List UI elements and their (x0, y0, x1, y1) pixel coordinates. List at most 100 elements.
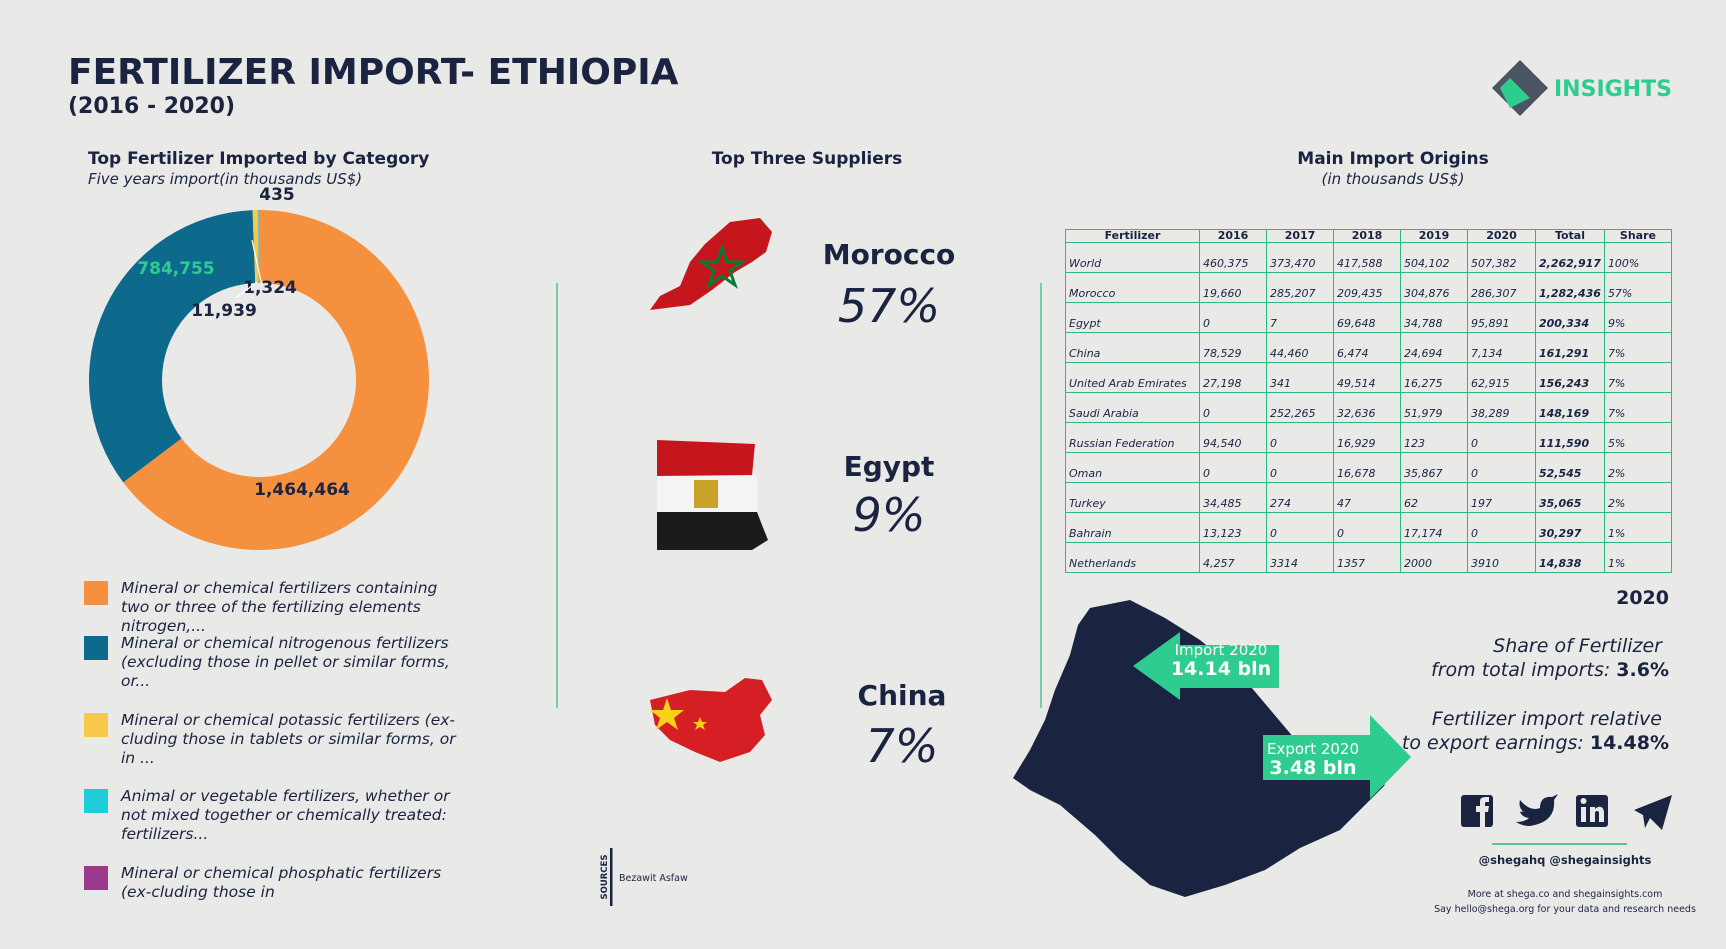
table-cell: 2000 (1400, 542, 1468, 573)
table-body: World 460,375 373,470 417,588 504,102 507,382… (1065, 242, 1672, 573)
table-cell: 341 (1266, 362, 1334, 393)
table-cell: 78,529 (1199, 332, 1267, 363)
year: 2020 (1616, 587, 1669, 609)
table-cell: 197 (1467, 482, 1536, 513)
sources-label: SOURCES (600, 855, 610, 900)
header-cell: 2016 (1199, 229, 1267, 243)
footer-more: More at shega.co and shegainsights.com (1468, 889, 1663, 900)
table-cell: China (1065, 332, 1200, 363)
origins-title: Main Import Origins (1297, 149, 1488, 169)
social-handles: @shegahq @shegainsights (1479, 853, 1652, 867)
donut-segment (258, 210, 259, 284)
table-cell: 5% (1603, 422, 1672, 453)
donut: 1,464,464 784,755 11,939 1,324 435 (88, 185, 429, 550)
footer-hello: Say hello@shega.org for your data and re… (1434, 904, 1696, 915)
export-value: 3.48 bln (1269, 757, 1356, 779)
header-cell: Fertilizer (1065, 229, 1200, 243)
table-cell: Bahrain (1065, 512, 1200, 543)
legend-swatch (84, 581, 108, 605)
supplier-share: 57% (838, 279, 940, 333)
table-cell: 0 (1199, 392, 1267, 423)
table-cell: 38,289 (1467, 392, 1536, 423)
table-cell: 123 (1400, 422, 1468, 453)
table-cell: 0 (1266, 422, 1334, 453)
table-cell: 1357 (1333, 542, 1401, 573)
table-cell: 47 (1333, 482, 1401, 513)
table-cell: 286,307 (1467, 272, 1536, 303)
table-cell: 3314 (1266, 542, 1334, 573)
share-text: from total imports: (1431, 659, 1610, 681)
table-cell: 100% (1603, 242, 1672, 273)
donut-title: Top Fertilizer Imported by Category (88, 149, 429, 169)
table-cell: 4,257 (1199, 542, 1267, 573)
table-cell: United Arab Emirates (1065, 362, 1200, 393)
table-cell: Egypt (1065, 302, 1200, 333)
header-cell: Total (1535, 229, 1605, 243)
table-cell: 95,891 (1467, 302, 1536, 333)
table-cell: 7% (1603, 332, 1672, 363)
header-cell: 2018 (1333, 229, 1401, 243)
table-cell: 0 (1467, 452, 1536, 483)
flag-egypt (657, 440, 768, 550)
header-cell: 2019 (1400, 229, 1468, 243)
data-label: 1,324 (243, 278, 297, 298)
suppliers-title: Top Three Suppliers (712, 149, 903, 169)
logo-mark (1492, 60, 1548, 116)
table-cell: 504,102 (1400, 242, 1468, 273)
table-cell: 252,265 (1266, 392, 1334, 423)
table-cell: 417,588 (1333, 242, 1401, 273)
table-row: China 78,529 44,460 6,474 24,694 7,134 161,291… (1065, 332, 1672, 363)
table-cell: World (1065, 242, 1200, 273)
supplier-name: China (858, 679, 947, 712)
table-cell: 24,694 (1400, 332, 1468, 363)
table-row: Oman 0 0 16,678 35,867 0 52,545 2% (1065, 452, 1672, 483)
table-cell: 51,979 (1400, 392, 1468, 423)
import-label: Import 2020 (1175, 641, 1268, 659)
table-cell: 13,123 (1199, 512, 1267, 543)
ratio-text: to export earnings: (1402, 732, 1584, 754)
import-value: 14.14 bln (1171, 658, 1271, 680)
legend-swatch (84, 866, 108, 890)
legend-text: Animal or vegetable fertilizers, whether… (121, 787, 450, 843)
table-cell: 0 (1467, 422, 1536, 453)
table-cell: 373,470 (1266, 242, 1334, 273)
header-cell: Share (1603, 229, 1672, 243)
table-cell: 16,929 (1333, 422, 1401, 453)
table-cell: 17,174 (1400, 512, 1468, 543)
table-cell: Russian Federation (1065, 422, 1200, 453)
supplier-name: Morocco (823, 238, 956, 271)
leader-line (251, 239, 263, 287)
table-row: Russian Federation 94,540 0 16,929 123 0 111,5… (1065, 422, 1672, 453)
table-cell: 7% (1603, 362, 1672, 393)
table-cell: Netherlands (1065, 542, 1200, 573)
table-cell: 2% (1603, 452, 1672, 483)
share-line: Share of Fertilizer (1493, 635, 1663, 657)
table-cell: 200,334 (1535, 302, 1605, 333)
telegram-icon[interactable] (1634, 795, 1672, 830)
table-row: Morocco 19,660 285,207 209,435 304,876 286,30… (1065, 272, 1672, 303)
legend-text: Mineral or chemical nitrogenous fertiliz… (121, 634, 450, 690)
export-arrow (1263, 715, 1411, 799)
ratio-value: 14.48% (1590, 732, 1669, 754)
social-icons (1461, 794, 1672, 830)
flag-china (650, 678, 772, 762)
leader-line (235, 281, 258, 299)
export-label: Export 2020 (1267, 740, 1359, 758)
table-cell: 209,435 (1333, 272, 1401, 303)
table-row: Saudi Arabia 0 252,265 32,636 51,979 38,289 14… (1065, 392, 1672, 423)
sources-bar (610, 848, 613, 906)
data-label: 435 (259, 185, 295, 205)
table-cell: 274 (1266, 482, 1334, 513)
table-cell: 0 (1199, 452, 1267, 483)
ratio-line: Fertilizer import relative (1432, 708, 1662, 730)
share-line: from total imports: 3.6% (1431, 659, 1669, 681)
table-cell: Saudi Arabia (1065, 392, 1200, 423)
twitter-icon[interactable] (1516, 794, 1558, 826)
supplier-share: 7% (866, 719, 939, 773)
import-arrow (1133, 632, 1279, 700)
table-cell: 69,648 (1333, 302, 1401, 333)
table-cell: 52,545 (1535, 452, 1605, 483)
legend-text: Mineral or chemical potassic fertilizers… (121, 711, 456, 767)
origins-subtitle: (in thousands US$) (1322, 170, 1465, 188)
